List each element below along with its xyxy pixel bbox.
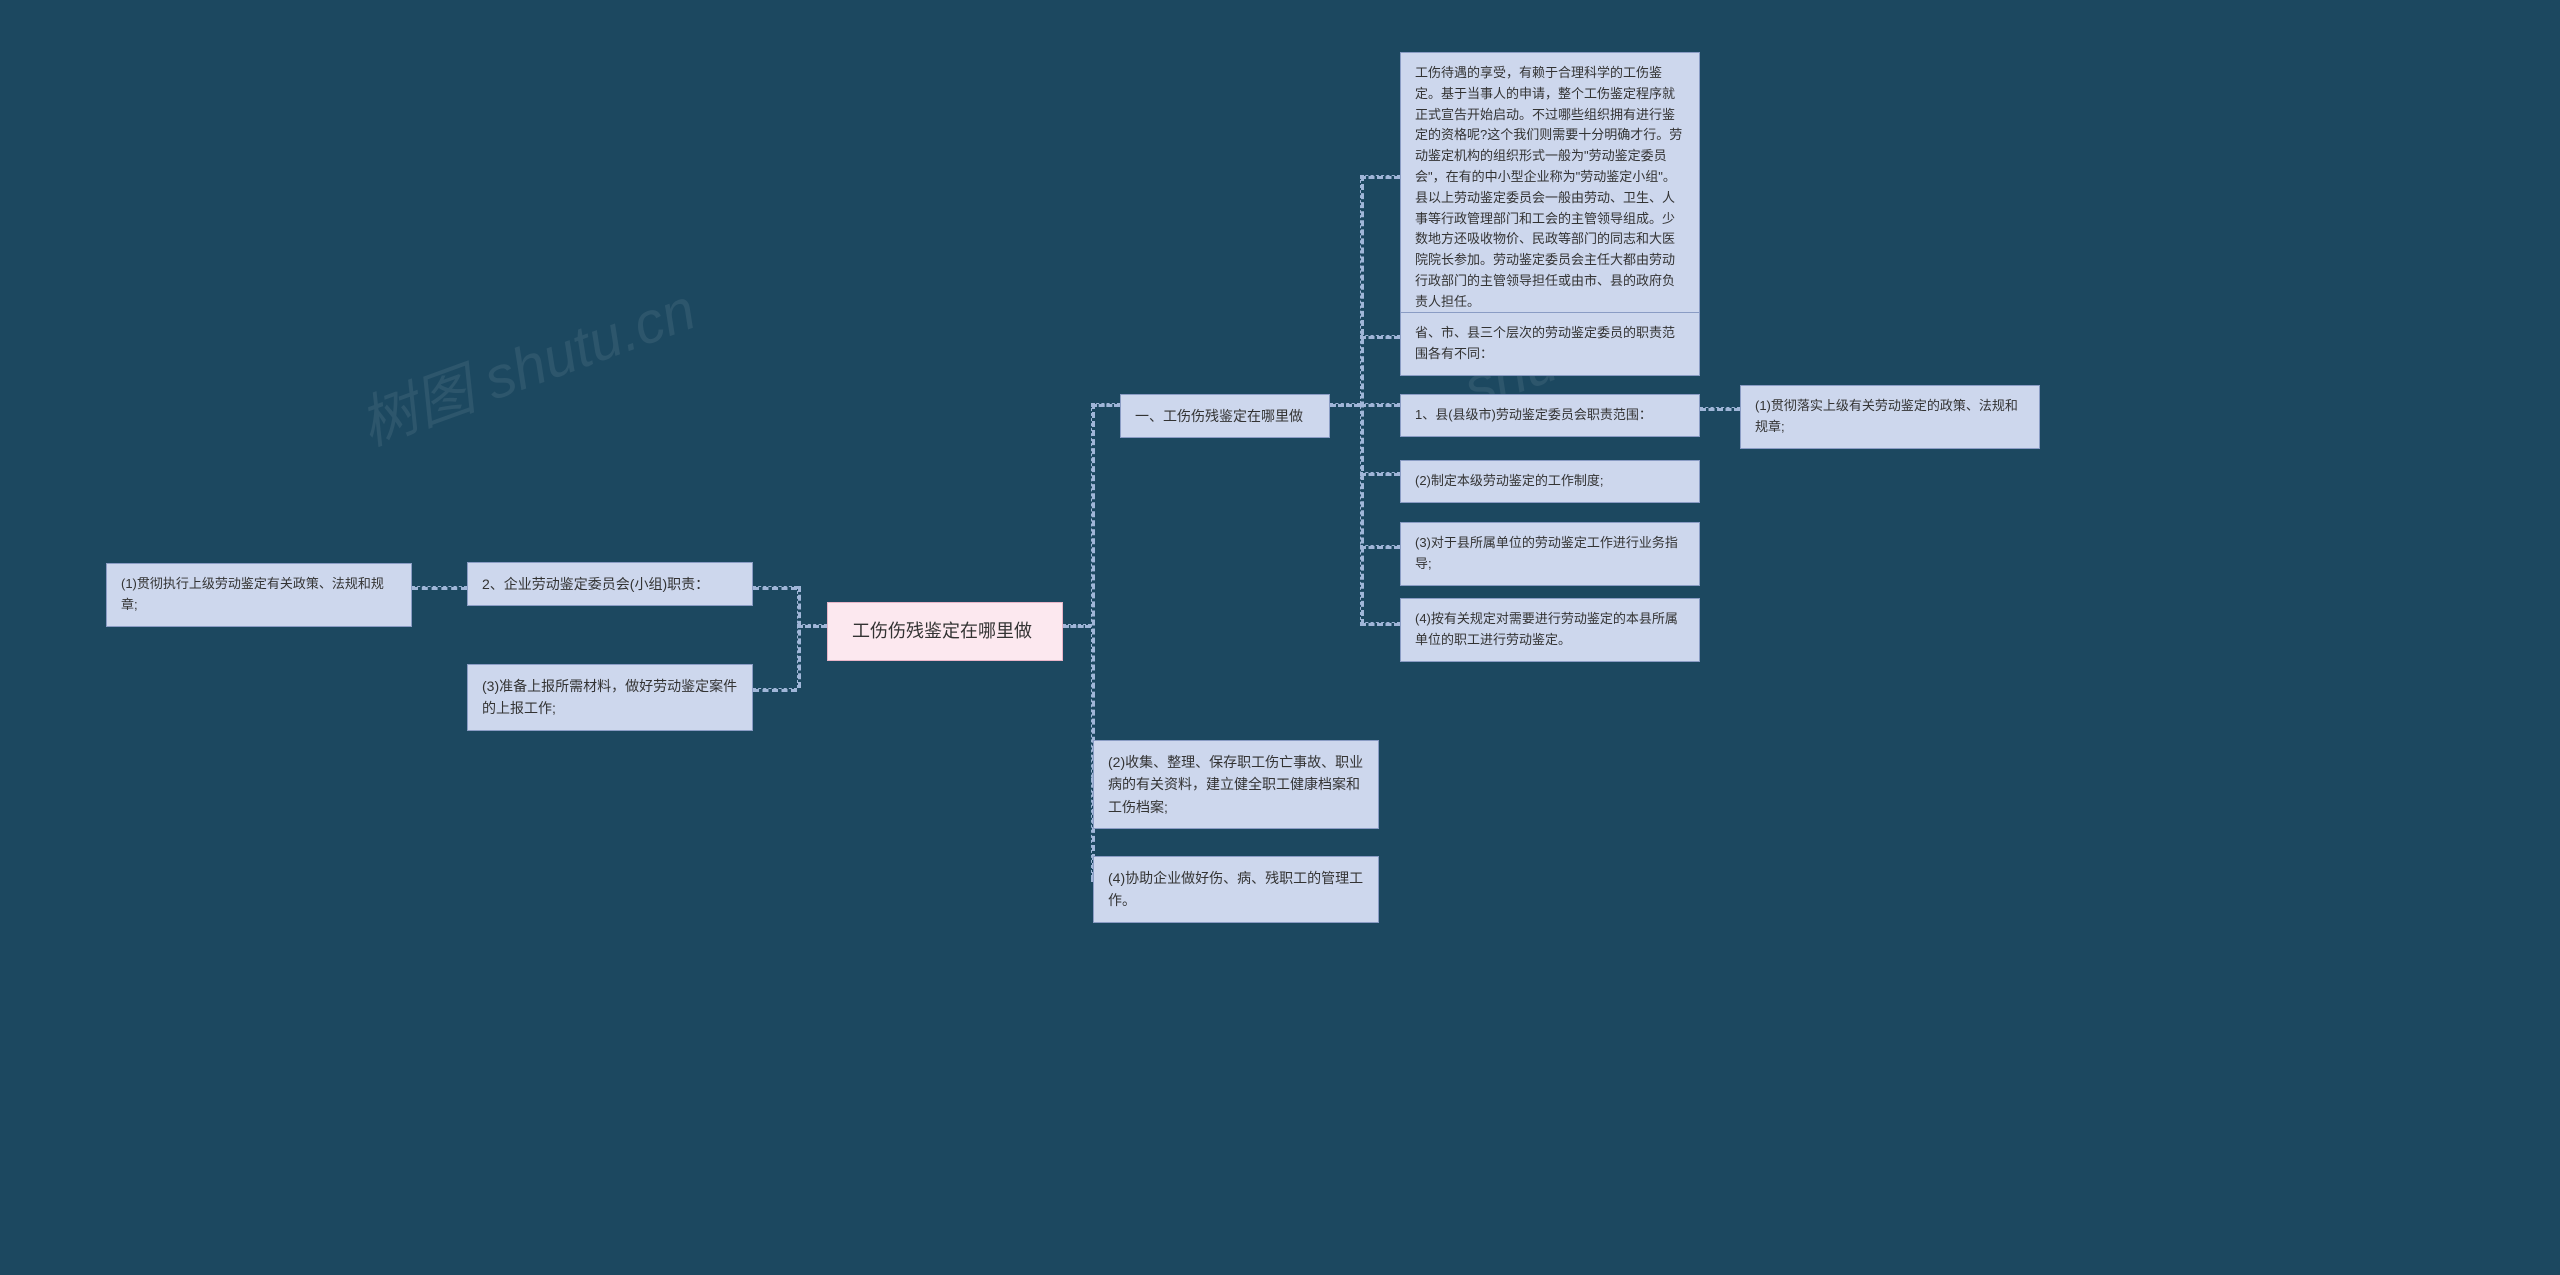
- watermark-1: 树图 shutu.cn: [346, 262, 705, 461]
- connector: [1091, 403, 1120, 407]
- connector: [1360, 622, 1400, 626]
- branch-1-child-2: 1、县(县级市)劳动鉴定委员会职责范围：: [1400, 394, 1700, 437]
- connector: [797, 624, 827, 628]
- branch-1-title: 一、工伤伤残鉴定在哪里做: [1120, 394, 1330, 438]
- connector: [1700, 407, 1740, 411]
- connector: [1360, 175, 1364, 625]
- connector: [1360, 335, 1400, 339]
- connector: [1360, 175, 1400, 179]
- left-branch-2: (3)准备上报所需材料，做好劳动鉴定案件的上报工作;: [467, 664, 753, 731]
- connector: [1360, 472, 1400, 476]
- branch-2: (2)收集、整理、保存职工伤亡事故、职业病的有关资料，建立健全职工健康档案和工伤…: [1093, 740, 1379, 829]
- branch-1-child-2-sub: (1)贯彻落实上级有关劳动鉴定的政策、法规和规章;: [1740, 385, 2040, 449]
- branch-1-child-4: (3)对于县所属单位的劳动鉴定工作进行业务指导;: [1400, 522, 1700, 586]
- connector: [797, 586, 801, 688]
- connector: [1360, 545, 1400, 549]
- connector: [1063, 624, 1091, 628]
- left-branch-1-title: 2、企业劳动鉴定委员会(小组)职责：: [467, 562, 753, 606]
- left-branch-1-sub: (1)贯彻执行上级劳动鉴定有关政策、法规和规章;: [106, 563, 412, 627]
- connector: [753, 586, 797, 590]
- connector: [412, 586, 467, 590]
- branch-1-child-1: 省、市、县三个层次的劳动鉴定委员的职责范围各有不同：: [1400, 312, 1700, 376]
- connector: [753, 688, 797, 692]
- root-node: 工伤伤残鉴定在哪里做: [827, 602, 1063, 661]
- branch-1-child-0: 工伤待遇的享受，有赖于合理科学的工伤鉴定。基于当事人的申请，整个工伤鉴定程序就正…: [1400, 52, 1700, 324]
- branch-1-child-5: (4)按有关规定对需要进行劳动鉴定的本县所属单位的职工进行劳动鉴定。: [1400, 598, 1700, 662]
- connector: [1360, 403, 1400, 407]
- branch-1-child-3: (2)制定本级劳动鉴定的工作制度;: [1400, 460, 1700, 503]
- connector: [1330, 403, 1360, 407]
- branch-3: (4)协助企业做好伤、病、残职工的管理工作。: [1093, 856, 1379, 923]
